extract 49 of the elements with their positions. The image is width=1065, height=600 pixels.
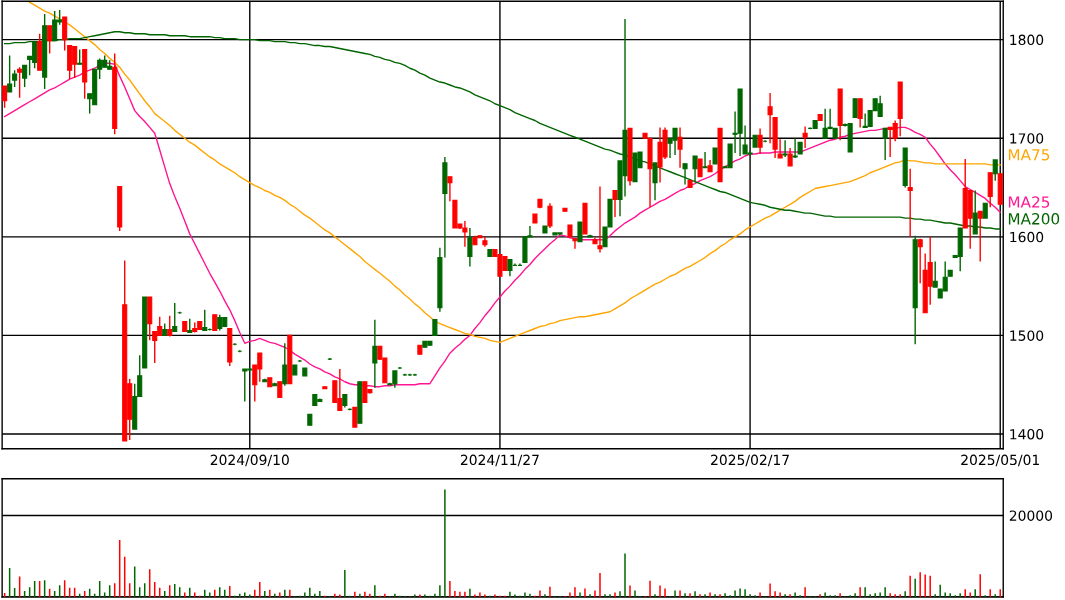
series-label: MA25 (1008, 196, 1050, 208)
candlestick (782, 139, 788, 158)
candlestick (682, 163, 688, 186)
candlestick (577, 221, 583, 243)
candlestick (877, 95, 883, 118)
candlestick (702, 151, 708, 169)
candlestick (757, 127, 763, 155)
candlestick (802, 125, 808, 149)
x-tick-label: 2024/11/27 (460, 454, 539, 467)
x-tick-label: 2025/05/01 (961, 454, 1039, 467)
candlestick (977, 210, 983, 263)
y-tick-label: 1500 (1010, 330, 1044, 341)
candlestick (652, 162, 658, 202)
candlestick (892, 119, 898, 142)
candlestick (612, 189, 618, 218)
candlestick (202, 309, 208, 332)
candlestick (282, 342, 288, 387)
y-tick-label: 1400 (1010, 428, 1044, 440)
candlestick (17, 66, 23, 99)
series-label: MA200 (1008, 213, 1060, 225)
candlestick (677, 126, 683, 169)
candlestick (987, 172, 993, 208)
candlestick (152, 330, 158, 364)
candlestick (547, 202, 553, 229)
line-series (28, 1, 1001, 344)
candlestick (62, 16, 68, 52)
y-tick-label: 20000 (1009, 510, 1053, 521)
candlestick (917, 238, 923, 284)
candlestick (852, 98, 858, 119)
candlestick (47, 25, 53, 55)
candlestick (172, 302, 178, 333)
series-label: MA75 (1008, 149, 1050, 161)
x-tick-label: 2025/02/17 (711, 454, 789, 467)
candlestick (907, 168, 913, 238)
candlestick (242, 368, 248, 403)
candlestick (22, 64, 28, 88)
candlestick (692, 155, 698, 184)
candlestick (992, 159, 998, 182)
candlestick (7, 54, 13, 93)
candlestick (467, 227, 473, 268)
y-tick-label: 1600 (1010, 231, 1044, 243)
y-tick-label: 1800 (1010, 34, 1044, 46)
y-tick-label: 1700 (1010, 133, 1044, 144)
candlestick (882, 127, 888, 161)
candlestick (932, 260, 938, 288)
x-tick-label: 2024/09/10 (210, 454, 289, 467)
candlestick (857, 98, 863, 129)
candlestick (372, 318, 378, 389)
candlestick (352, 406, 358, 428)
